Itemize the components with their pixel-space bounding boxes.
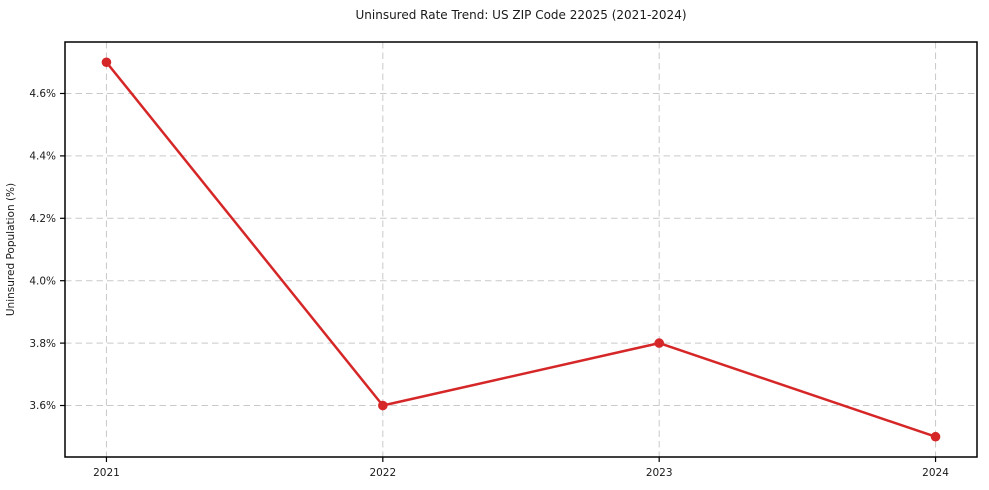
- y-tick-label: 4.0%: [29, 275, 56, 287]
- y-tick-label: 4.4%: [29, 151, 56, 163]
- data-point-marker: [930, 431, 941, 442]
- y-axis-title: Uninsured Population (%): [5, 183, 17, 316]
- data-point-marker: [654, 338, 664, 348]
- chart-title: Uninsured Rate Trend: US ZIP Code 22025 …: [355, 8, 687, 22]
- y-tick-label: 3.8%: [29, 338, 56, 350]
- x-tick-label: 2023: [646, 467, 673, 479]
- data-point-marker: [101, 57, 112, 68]
- x-tick-label: 2021: [93, 467, 120, 479]
- y-tick-label: 3.6%: [29, 400, 56, 412]
- axes-frame: [64, 41, 978, 458]
- y-tick-label: 4.6%: [29, 88, 56, 100]
- trend-line: [105, 61, 937, 438]
- x-tick-label: 2024: [922, 467, 949, 479]
- x-tick-label: 2022: [369, 467, 396, 479]
- y-tick-label: 4.2%: [29, 213, 56, 225]
- data-point-marker: [378, 400, 388, 411]
